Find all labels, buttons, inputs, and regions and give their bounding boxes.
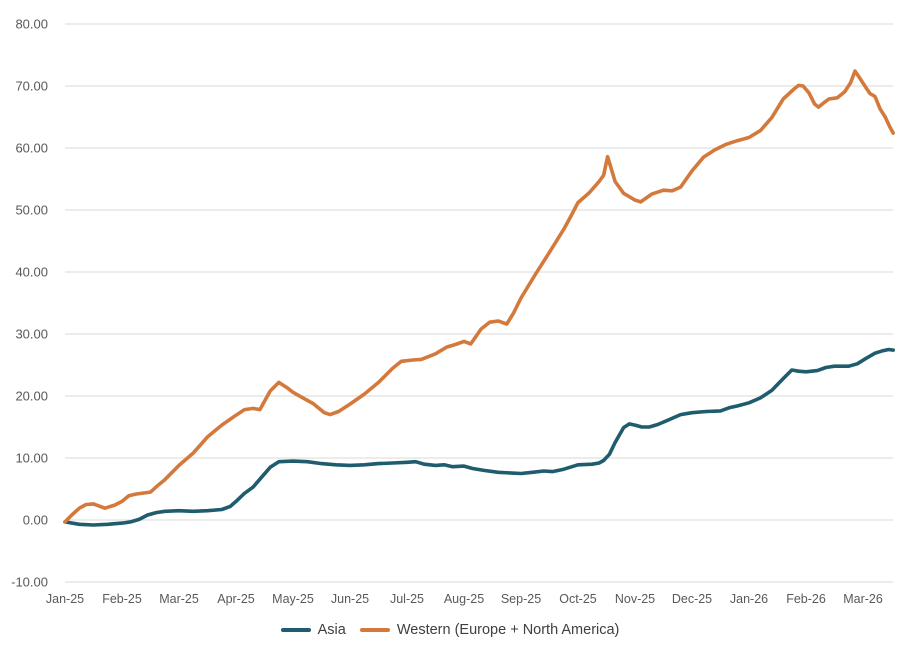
- x-tick-label: Aug-25: [444, 592, 484, 606]
- x-tick-label: Feb-26: [786, 592, 826, 606]
- legend-item-western: Western (Europe + North America): [359, 622, 620, 638]
- series-line-asia: [63, 347, 896, 527]
- x-tick-label: Mar-25: [159, 592, 199, 606]
- legend-label-western: Western (Europe + North America): [396, 622, 620, 638]
- x-tick-label: Sep-25: [501, 592, 541, 606]
- x-tick-label: Nov-25: [615, 592, 655, 606]
- series-line-western-europe-north-america: [63, 69, 896, 524]
- x-tick-label: Feb-25: [102, 592, 142, 606]
- western-line-swatch: [359, 628, 390, 632]
- x-tick-label: Mar-26: [843, 592, 883, 606]
- y-tick-label: 20.00: [15, 389, 48, 404]
- x-tick-label: May-25: [272, 592, 314, 606]
- x-tick-label: Jul-25: [390, 592, 424, 606]
- x-tick-label: Jun-25: [331, 592, 369, 606]
- legend-label-asia: Asia: [317, 622, 346, 638]
- x-tick-label: Apr-25: [217, 592, 255, 606]
- y-tick-label: 10.00: [15, 451, 48, 466]
- x-tick-label: Jan-26: [730, 592, 768, 606]
- legend-item-asia: Asia: [280, 622, 346, 638]
- x-tick-label: Oct-25: [559, 592, 597, 606]
- y-tick-label: 60.00: [15, 141, 48, 156]
- y-tick-label: 80.00: [15, 17, 48, 32]
- y-tick-label: 70.00: [15, 79, 48, 94]
- y-tick-label: 50.00: [15, 203, 48, 218]
- asia-line-swatch: [280, 628, 311, 632]
- x-tick-label: Dec-25: [672, 592, 712, 606]
- chart-legend: Asia Western (Europe + North America): [0, 622, 900, 638]
- x-tick-label: Jan-25: [46, 592, 84, 606]
- y-tick-label: -10.00: [11, 575, 48, 590]
- y-tick-label: 0.00: [23, 513, 48, 528]
- y-tick-label: 30.00: [15, 327, 48, 342]
- y-tick-label: 40.00: [15, 265, 48, 280]
